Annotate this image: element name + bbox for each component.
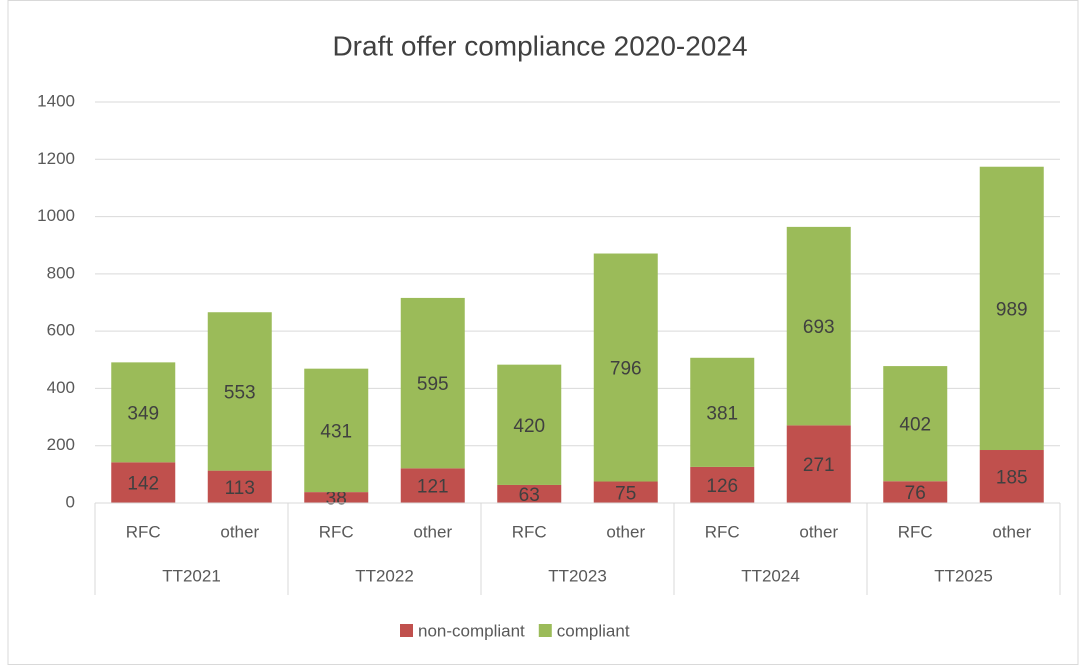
x-tick-label: RFC: [512, 522, 547, 541]
bar-segment: [400, 297, 465, 469]
bar-segment: [111, 362, 176, 463]
data-label: 76: [905, 483, 926, 504]
data-label: 796: [610, 359, 642, 380]
bar-segment: [400, 468, 465, 503]
data-label: 142: [127, 474, 159, 495]
data-label: 113: [225, 478, 255, 499]
x-tick-label: other: [606, 522, 645, 541]
bar-segment: [593, 253, 658, 482]
y-tick-label: 1200: [37, 149, 75, 168]
x-tick-label: RFC: [319, 522, 354, 541]
chart-border: [7, 0, 1079, 665]
data-label: 271: [803, 455, 835, 476]
bar-segment: [690, 357, 755, 467]
data-label: 381: [706, 403, 738, 424]
bar-segment: [497, 484, 562, 503]
bar-segment: [883, 481, 948, 503]
y-tick-label: 400: [47, 378, 75, 397]
x-tick-label: other: [413, 522, 452, 541]
bar-segment: [786, 425, 851, 503]
bar-segment: [979, 450, 1044, 503]
data-label: 185: [996, 468, 1028, 489]
legend-label: compliant: [557, 621, 630, 640]
x-tick-label: other: [220, 522, 259, 541]
x-tick-label: RFC: [126, 522, 161, 541]
bar-segment: [786, 226, 851, 426]
data-label: 126: [706, 476, 738, 497]
y-tick-label: 1400: [37, 91, 75, 110]
group-label: TT2025: [934, 566, 993, 585]
x-tick-label: RFC: [705, 522, 740, 541]
y-tick-label: 0: [66, 492, 75, 511]
bar-segment: [207, 470, 272, 503]
bar-segment: [690, 466, 755, 503]
bar-segment: [593, 481, 658, 503]
data-label: 121: [417, 477, 449, 498]
legend-swatch: [538, 624, 552, 637]
data-label: 431: [320, 421, 352, 442]
group-label: TT2024: [741, 566, 800, 585]
bar-segment: [111, 462, 176, 503]
bar-segment: [207, 312, 272, 471]
bar-segment: [304, 492, 369, 503]
bar-segment: [883, 366, 948, 482]
y-tick-label: 200: [47, 435, 75, 454]
data-label: 63: [519, 485, 540, 506]
data-label: 553: [224, 382, 256, 403]
bar-segment: [304, 368, 369, 493]
y-tick-label: 800: [47, 263, 75, 282]
chart-title: Draft offer compliance 2020-2024: [332, 30, 747, 61]
y-tick-label: 600: [47, 321, 75, 340]
x-tick-label: other: [992, 522, 1031, 541]
group-label: TT2021: [162, 566, 221, 585]
data-label: 38: [326, 489, 347, 510]
data-label: 693: [803, 317, 835, 338]
legend-swatch: [400, 624, 413, 637]
group-label: TT2023: [548, 566, 607, 585]
legend-label: non-compliant: [418, 621, 525, 640]
x-tick-label: RFC: [898, 522, 933, 541]
data-label: 349: [127, 403, 159, 424]
data-label: 989: [996, 299, 1028, 320]
data-label: 420: [513, 416, 545, 437]
bar-segment: [979, 166, 1044, 451]
y-tick-label: 1000: [37, 206, 75, 225]
data-label: 402: [899, 415, 931, 436]
data-label: 595: [417, 374, 449, 395]
x-tick-label: other: [799, 522, 838, 541]
group-label: TT2022: [355, 566, 414, 585]
data-label: 75: [615, 483, 636, 504]
bar-segment: [497, 364, 562, 485]
